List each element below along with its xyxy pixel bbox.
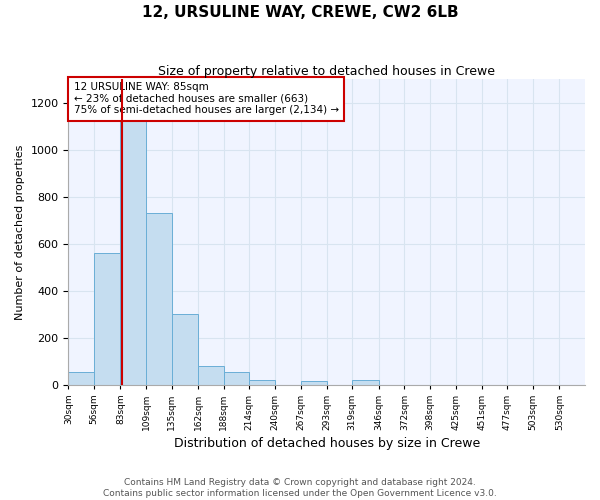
X-axis label: Distribution of detached houses by size in Crewe: Distribution of detached houses by size …	[173, 437, 480, 450]
Y-axis label: Number of detached properties: Number of detached properties	[15, 144, 25, 320]
Bar	[301, 381, 327, 384]
Bar	[249, 380, 275, 384]
Bar	[94, 253, 121, 384]
Text: 12, URSULINE WAY, CREWE, CW2 6LB: 12, URSULINE WAY, CREWE, CW2 6LB	[142, 5, 458, 20]
Bar	[146, 213, 172, 384]
Text: 12 URSULINE WAY: 85sqm
← 23% of detached houses are smaller (663)
75% of semi-de: 12 URSULINE WAY: 85sqm ← 23% of detached…	[74, 82, 338, 116]
Title: Size of property relative to detached houses in Crewe: Size of property relative to detached ho…	[158, 65, 495, 78]
Bar	[68, 372, 94, 384]
Bar	[172, 314, 198, 384]
Bar	[224, 372, 249, 384]
Bar	[352, 380, 379, 384]
Text: Contains HM Land Registry data © Crown copyright and database right 2024.
Contai: Contains HM Land Registry data © Crown c…	[103, 478, 497, 498]
Bar	[198, 366, 224, 384]
Bar	[121, 106, 146, 384]
